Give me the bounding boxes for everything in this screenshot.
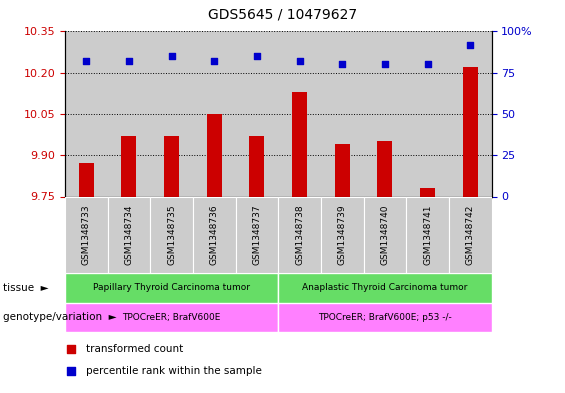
Bar	[164, 136, 179, 196]
Bar	[279, 196, 321, 273]
Text: GSM1348741: GSM1348741	[423, 205, 432, 265]
Text: GSM1348734: GSM1348734	[124, 205, 133, 265]
Bar	[150, 31, 193, 196]
Bar	[278, 273, 492, 303]
Point	[423, 61, 432, 68]
Bar	[236, 31, 278, 196]
Bar	[79, 163, 94, 196]
Bar	[250, 136, 264, 196]
Text: percentile rank within the sample: percentile rank within the sample	[86, 366, 262, 376]
Bar	[121, 136, 136, 196]
Text: GSM1348739: GSM1348739	[338, 204, 347, 265]
Text: genotype/variation  ►: genotype/variation ►	[3, 312, 116, 322]
Bar	[207, 114, 221, 196]
Bar	[279, 31, 321, 196]
Text: GSM1348738: GSM1348738	[295, 204, 304, 265]
Bar	[449, 196, 492, 273]
Bar	[150, 196, 193, 273]
Bar	[107, 31, 150, 196]
Bar	[335, 144, 350, 196]
Text: GSM1348733: GSM1348733	[82, 204, 91, 265]
Text: Papillary Thyroid Carcinoma tumor: Papillary Thyroid Carcinoma tumor	[93, 283, 250, 292]
Bar	[321, 196, 364, 273]
Bar	[420, 188, 435, 196]
Point	[67, 346, 76, 353]
Point	[253, 53, 262, 59]
Text: GDS5645 / 10479627: GDS5645 / 10479627	[208, 7, 357, 22]
Bar	[65, 31, 107, 196]
Point	[67, 368, 76, 375]
Bar	[364, 196, 406, 273]
Point	[466, 42, 475, 48]
Point	[82, 58, 91, 64]
Text: GSM1348737: GSM1348737	[253, 204, 262, 265]
Bar	[236, 196, 278, 273]
Bar	[107, 196, 150, 273]
Bar	[193, 196, 236, 273]
Bar	[321, 31, 364, 196]
Point	[338, 61, 347, 68]
Point	[124, 58, 133, 64]
Bar	[463, 67, 477, 196]
Bar	[65, 273, 278, 303]
Bar	[449, 31, 492, 196]
Text: GSM1348740: GSM1348740	[380, 205, 389, 265]
Bar	[65, 196, 107, 273]
Bar	[364, 31, 406, 196]
Point	[380, 61, 389, 68]
Bar	[193, 31, 236, 196]
Text: GSM1348736: GSM1348736	[210, 204, 219, 265]
Bar	[292, 92, 307, 196]
Bar	[406, 196, 449, 273]
Text: GSM1348735: GSM1348735	[167, 204, 176, 265]
Bar	[65, 303, 278, 332]
Text: transformed count: transformed count	[86, 344, 183, 354]
Bar	[406, 31, 449, 196]
Bar	[377, 141, 392, 196]
Text: Anaplastic Thyroid Carcinoma tumor: Anaplastic Thyroid Carcinoma tumor	[302, 283, 468, 292]
Text: tissue  ►: tissue ►	[3, 283, 49, 293]
Point	[167, 53, 176, 59]
Text: TPOCreER; BrafV600E: TPOCreER; BrafV600E	[123, 313, 221, 322]
Point	[295, 58, 304, 64]
Text: GSM1348742: GSM1348742	[466, 205, 475, 265]
Point	[210, 58, 219, 64]
Text: TPOCreER; BrafV600E; p53 -/-: TPOCreER; BrafV600E; p53 -/-	[318, 313, 452, 322]
Bar	[278, 303, 492, 332]
